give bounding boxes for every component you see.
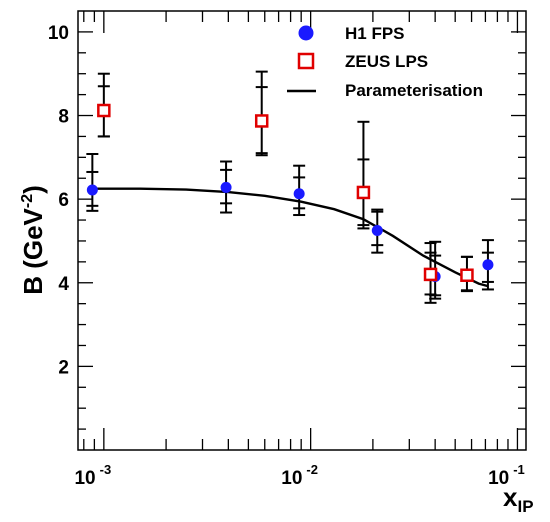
legend-zeus-marker <box>297 52 315 70</box>
y-tick-label: 4 <box>58 274 69 295</box>
x-tick-label-exponent: -3 <box>100 462 112 477</box>
plot-frame <box>77 10 527 451</box>
x-tick-labels: 10 -3 10 -2 10 -1 <box>74 462 524 489</box>
y-axis-title-close: ) <box>18 185 48 194</box>
y-tick-label: 10 <box>48 23 69 44</box>
parameterisation-curve-layer <box>92 187 489 288</box>
legend-h1-label: H1 FPS <box>345 24 405 43</box>
x-tick-label-base: 10 <box>488 468 509 489</box>
zeus-data-point <box>254 114 269 128</box>
y-axis-title: B (GeV-2) <box>18 185 48 295</box>
legend: H1 FPS ZEUS LPS Parameterisation <box>287 24 483 100</box>
x-tick-label: 10 -1 <box>488 462 525 489</box>
zeus-data-point <box>460 268 474 282</box>
legend-zeus-label: ZEUS LPS <box>345 52 428 71</box>
y-axis-title-sup: -2 <box>19 194 36 208</box>
x-tick-label-exponent: -2 <box>306 462 318 477</box>
x-tick-label: 10 -3 <box>74 462 111 489</box>
y-tick-labels: 2 4 6 8 10 <box>48 23 70 378</box>
x-tick-label-base: 10 <box>281 468 302 489</box>
y-tick-label: 8 <box>58 107 69 128</box>
parameterisation-curve <box>92 187 489 288</box>
x-axis-title-sub: IP <box>517 497 533 516</box>
x-tick-label-exponent: -1 <box>513 462 525 477</box>
y-axis-title-main: B (GeV <box>18 207 48 294</box>
legend-h1-marker <box>298 25 314 41</box>
h1-data-point <box>482 259 494 271</box>
h1-data-point <box>220 181 232 193</box>
data-markers-layer <box>86 103 494 282</box>
h1-data-point <box>371 225 383 236</box>
zeus-data-point <box>356 185 371 200</box>
axis-ticks <box>78 11 526 450</box>
h1-data-point <box>86 184 98 196</box>
y-tick-label: 6 <box>58 190 69 211</box>
zeus-data-point <box>423 267 438 282</box>
legend-param-label: Parameterisation <box>345 81 483 100</box>
x-tick-label-base: 10 <box>74 468 95 489</box>
x-axis-title: xIP <box>503 482 534 516</box>
x-tick-label: 10 -2 <box>281 462 318 489</box>
h1-data-point <box>293 188 305 200</box>
y-tick-label: 2 <box>58 357 69 378</box>
x-axis-title-base: x <box>503 482 518 512</box>
zeus-data-point <box>97 103 111 118</box>
